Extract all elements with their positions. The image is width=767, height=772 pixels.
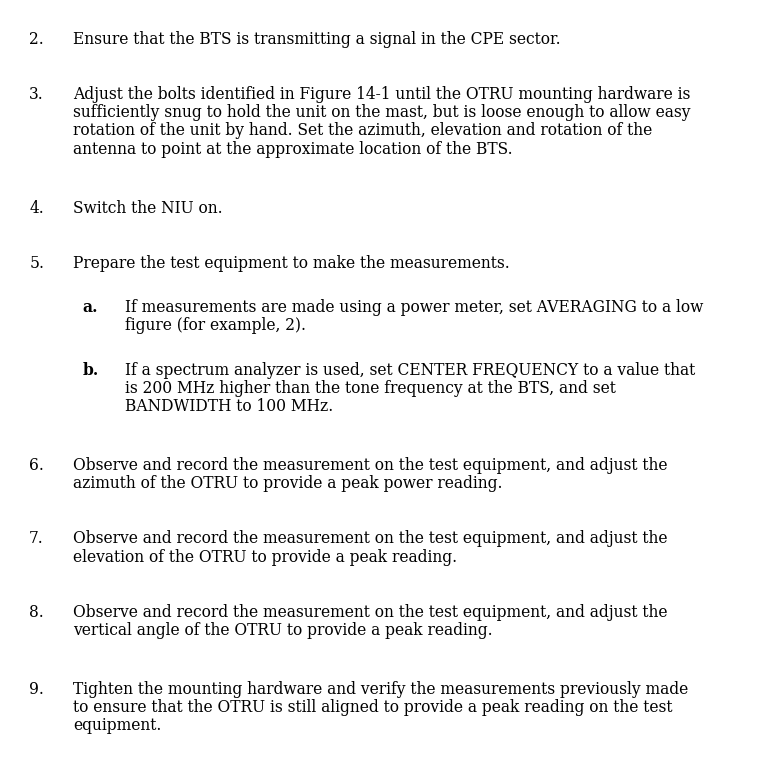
Text: 6.: 6. [29,457,44,474]
Text: Adjust the bolts identified in Figure 14-1 until the OTRU mounting hardware is: Adjust the bolts identified in Figure 14… [73,86,690,103]
Text: rotation of the unit by hand. Set the azimuth, elevation and rotation of the: rotation of the unit by hand. Set the az… [73,123,652,140]
Text: elevation of the OTRU to provide a peak reading.: elevation of the OTRU to provide a peak … [73,549,457,566]
Text: Prepare the test equipment to make the measurements.: Prepare the test equipment to make the m… [73,255,509,272]
Text: Observe and record the measurement on the test equipment, and adjust the: Observe and record the measurement on th… [73,604,667,621]
Text: BANDWIDTH to 100 MHz.: BANDWIDTH to 100 MHz. [125,398,334,415]
Text: 7.: 7. [29,530,44,547]
Text: vertical angle of the OTRU to provide a peak reading.: vertical angle of the OTRU to provide a … [73,622,492,639]
Text: 5.: 5. [29,255,44,272]
Text: antenna to point at the approximate location of the BTS.: antenna to point at the approximate loca… [73,141,512,157]
Text: 8.: 8. [29,604,44,621]
Text: Observe and record the measurement on the test equipment, and adjust the: Observe and record the measurement on th… [73,457,667,474]
Text: 4.: 4. [29,199,44,217]
Text: sufficiently snug to hold the unit on the mast, but is loose enough to allow eas: sufficiently snug to hold the unit on th… [73,104,690,121]
Text: azimuth of the OTRU to provide a peak power reading.: azimuth of the OTRU to provide a peak po… [73,476,502,493]
Text: Switch the NIU on.: Switch the NIU on. [73,199,222,217]
Text: 3.: 3. [29,86,44,103]
Text: figure (for example, 2).: figure (for example, 2). [125,317,306,334]
Text: Observe and record the measurement on the test equipment, and adjust the: Observe and record the measurement on th… [73,530,667,547]
Text: 2.: 2. [29,31,44,48]
Text: If measurements are made using a power meter, set AVERAGING to a low: If measurements are made using a power m… [125,300,703,317]
Text: Ensure that the BTS is transmitting a signal in the CPE sector.: Ensure that the BTS is transmitting a si… [73,31,561,48]
Text: equipment.: equipment. [73,717,161,734]
Text: b.: b. [83,361,99,379]
Text: to ensure that the OTRU is still aligned to provide a peak reading on the test: to ensure that the OTRU is still aligned… [73,699,673,716]
Text: 9.: 9. [29,681,44,698]
Text: is 200 MHz higher than the tone frequency at the BTS, and set: is 200 MHz higher than the tone frequenc… [125,380,616,397]
Text: Tighten the mounting hardware and verify the measurements previously made: Tighten the mounting hardware and verify… [73,681,688,698]
Text: If a spectrum analyzer is used, set CENTER FREQUENCY to a value that: If a spectrum analyzer is used, set CENT… [125,361,695,379]
Text: a.: a. [83,300,98,317]
